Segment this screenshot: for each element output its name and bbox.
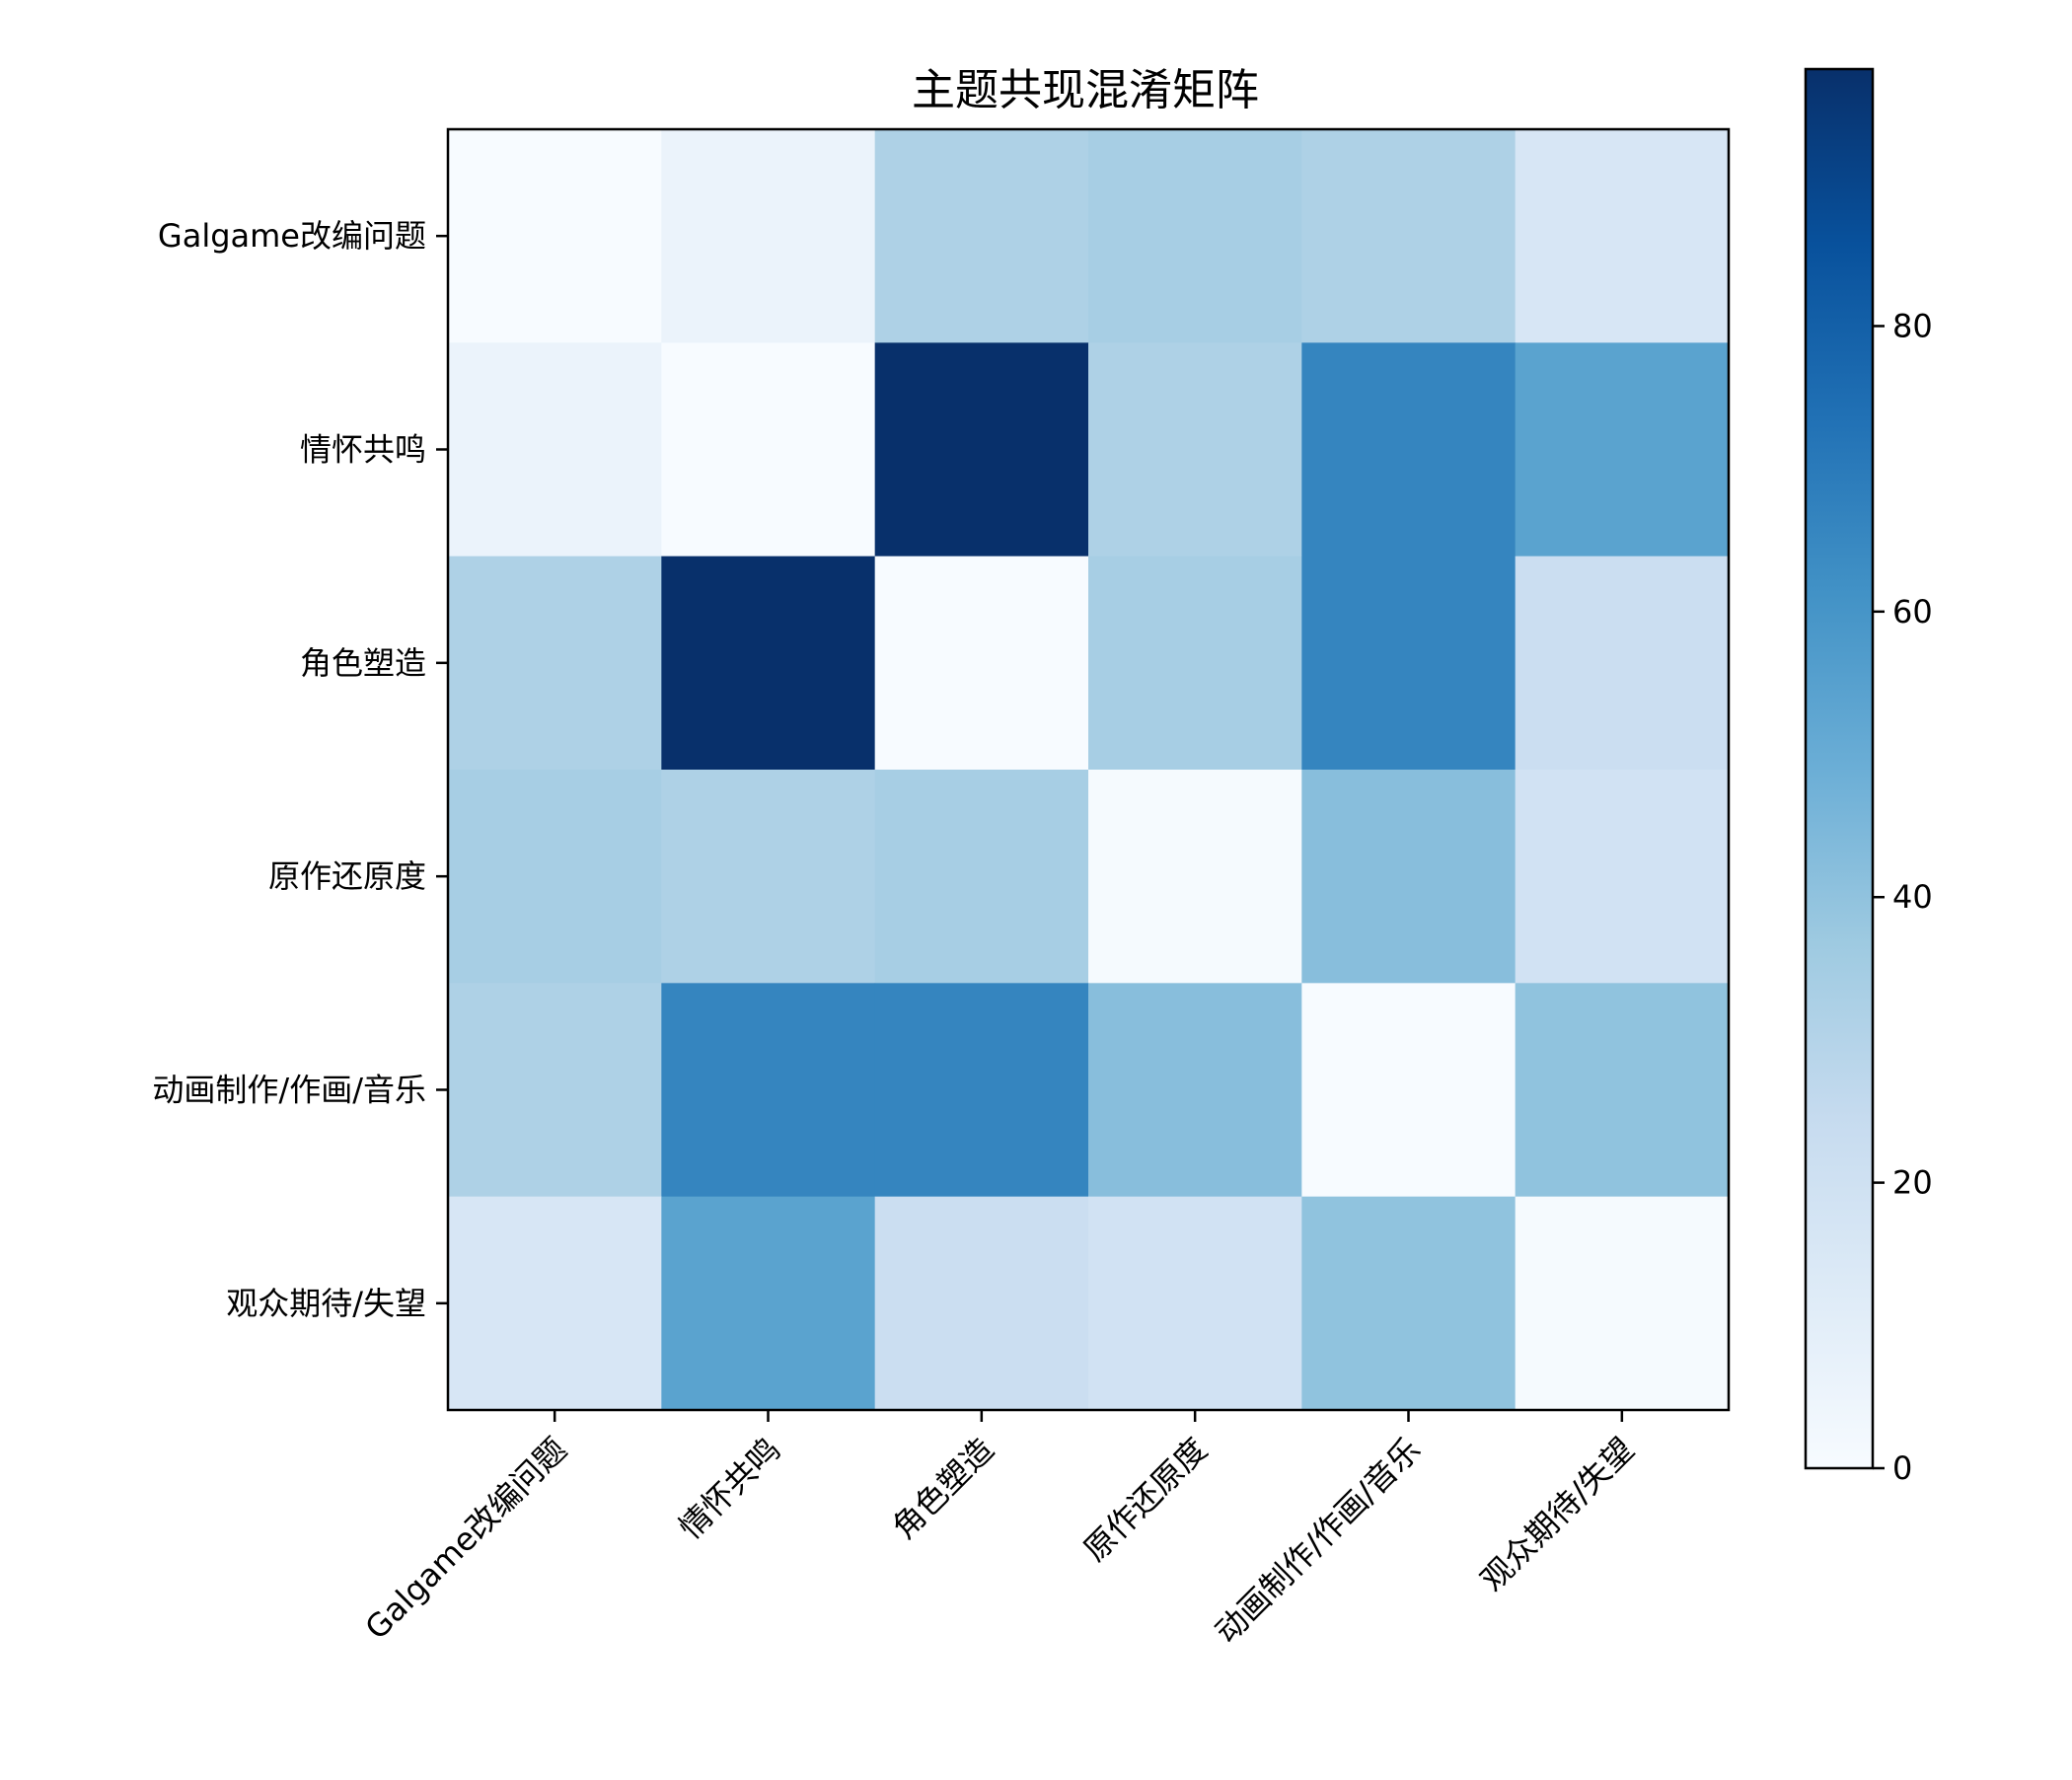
heatmap-cell-r2-c1 [661, 556, 876, 771]
heatmap-cell-r1-c4 [1301, 342, 1517, 557]
colorbar-tick-label: 60 [1892, 593, 1933, 630]
heatmap-cell-r0-c2 [874, 129, 1089, 343]
chart-title: 主题共现混淆矩阵 [912, 65, 1259, 115]
heatmap-cell-r2-c0 [448, 556, 662, 771]
heatmap-cell-r2-c2 [874, 556, 1089, 771]
colorbar-frame [1804, 67, 1875, 1470]
heatmap-cell-r3-c3 [1088, 770, 1302, 984]
heatmap-cell-r4-c1 [661, 983, 876, 1198]
colorbar-tick-label: 40 [1892, 878, 1933, 916]
y-tick-label: 原作还原度 [268, 857, 426, 895]
y-tick-label: 动画制作/作画/音乐 [152, 1072, 426, 1109]
heatmap-cell-r5-c1 [661, 1196, 876, 1411]
y-tick-label: 观众期待/失望 [226, 1285, 426, 1322]
heatmap-cell-r5-c5 [1515, 1196, 1730, 1411]
heatmap-cell-r1-c3 [1088, 342, 1302, 557]
y-tick-label: 情怀共鸣 [300, 431, 426, 469]
x-tick-label: Galgame改编问题 [358, 1431, 574, 1647]
heatmap-cell-r5-c4 [1301, 1196, 1517, 1411]
heatmap-cell-r3-c2 [874, 770, 1089, 984]
colorbar-gradient [1806, 69, 1873, 1468]
heatmap-cell-r4-c3 [1088, 983, 1302, 1198]
heatmap-cell-r2-c5 [1515, 556, 1730, 771]
heatmap-cell-r1-c5 [1515, 342, 1730, 557]
y-axis: Galgame改编问题情怀共鸣角色塑造原作还原度动画制作/作画/音乐观众期待/失… [152, 217, 448, 1322]
heatmap-cell-r4-c5 [1515, 983, 1730, 1198]
heatmap-cell-r0-c5 [1515, 129, 1730, 343]
heatmap-cell-r1-c0 [448, 342, 662, 557]
heatmap-cell-r4-c4 [1301, 983, 1517, 1198]
heatmap-cell-r4-c2 [874, 983, 1089, 1198]
x-tick-label: 动画制作/作画/音乐 [1208, 1431, 1428, 1651]
heatmap-cell-r2-c3 [1088, 556, 1302, 771]
heatmap-cell-r0-c0 [448, 129, 662, 343]
heatmap-cell-r3-c1 [661, 770, 876, 984]
heatmap-cell-r0-c4 [1301, 129, 1517, 343]
colorbar-tick-label: 80 [1892, 307, 1933, 344]
heatmap-cell-r4-c0 [448, 983, 662, 1198]
heatmap-cell-r0-c1 [661, 129, 876, 343]
heatmap-cell-r1-c2 [874, 342, 1089, 557]
y-tick-label: Galgame改编问题 [158, 217, 426, 255]
colorbar-tick-label: 20 [1892, 1164, 1933, 1202]
heatmap-cell-r5-c3 [1088, 1196, 1302, 1411]
heatmap-cell-r1-c1 [661, 342, 876, 557]
heatmap-cell-r3-c0 [448, 770, 662, 984]
heatmap-cell-r3-c4 [1301, 770, 1517, 984]
x-tick-label: 原作还原度 [1076, 1431, 1215, 1569]
colorbar: 0 20 40 60 80 [1804, 67, 1933, 1487]
heatmap-cell-r5-c0 [448, 1196, 662, 1411]
heatmap-cell-r0-c3 [1088, 129, 1302, 343]
heatmap-cell-r2-c4 [1301, 556, 1517, 771]
heatmap-cell-r5-c2 [874, 1196, 1089, 1411]
y-tick-label: 角色塑造 [300, 644, 426, 682]
plot-frame [446, 127, 1731, 1412]
colorbar-tick-label: 0 [1892, 1449, 1912, 1487]
heatmap-cell-r3-c5 [1515, 770, 1730, 984]
x-tick-label: 观众期待/失望 [1473, 1431, 1641, 1598]
x-tick-label: 角色塑造 [885, 1431, 1000, 1546]
heatmap-cells [448, 129, 1730, 1411]
x-tick-label: 情怀共鸣 [672, 1431, 787, 1546]
